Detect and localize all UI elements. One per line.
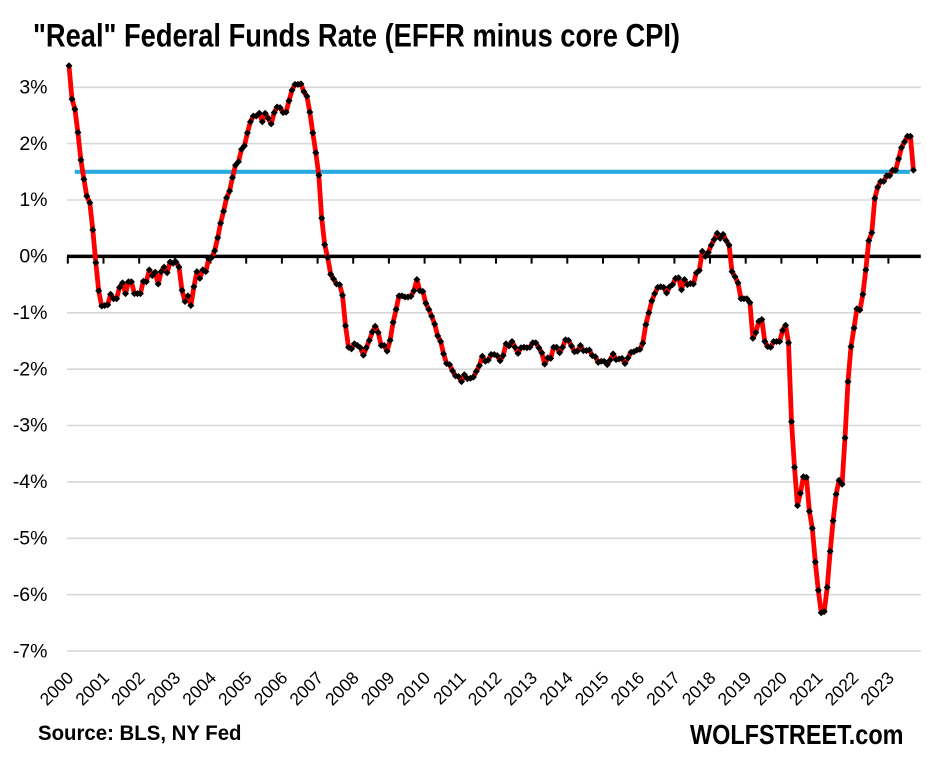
svg-text:0%: 0% <box>19 246 47 268</box>
svg-text:3%: 3% <box>19 77 47 99</box>
svg-text:-1%: -1% <box>13 302 48 324</box>
svg-text:1%: 1% <box>19 189 47 211</box>
svg-text:-7%: -7% <box>13 640 48 662</box>
svg-text:-6%: -6% <box>13 584 48 606</box>
svg-text:-4%: -4% <box>13 471 48 493</box>
svg-text:-2%: -2% <box>13 358 48 380</box>
svg-text:-5%: -5% <box>13 528 48 550</box>
svg-text:2%: 2% <box>19 133 47 155</box>
svg-text:Source: BLS, NY Fed: Source: BLS, NY Fed <box>38 722 242 745</box>
svg-text:"Real" Federal Funds Rate (EFF: "Real" Federal Funds Rate (EFFR minus co… <box>33 18 680 54</box>
svg-text:WOLFSTREET.com: WOLFSTREET.com <box>690 719 904 750</box>
svg-text:-3%: -3% <box>13 415 48 437</box>
